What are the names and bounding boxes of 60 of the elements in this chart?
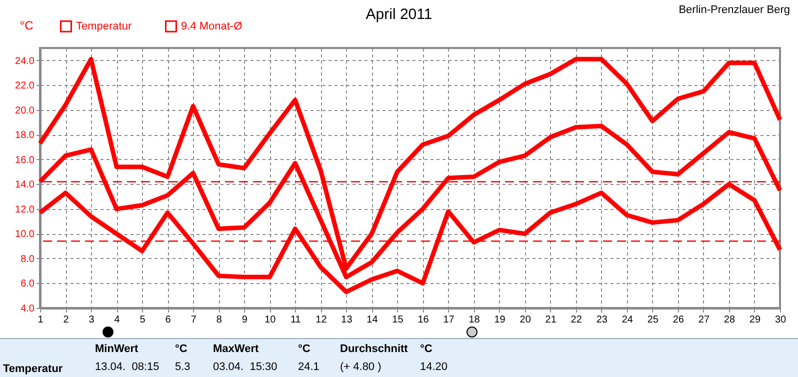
y-tick-label: 22.0 (15, 80, 35, 92)
x-tick-label: 17 (443, 314, 455, 326)
x-tick-label: 23 (596, 314, 608, 326)
x-tick-label: 6 (165, 314, 172, 326)
text: 14.20 (419, 360, 449, 374)
chart-title: April 2011 (366, 6, 432, 23)
x-tick-label: 16 (418, 314, 430, 326)
chart-subtitle: Berlin-Prenzlauer Berg (678, 4, 790, 16)
x-tick-label: 2 (63, 314, 70, 326)
x-tick-label: 9 (242, 314, 248, 326)
y-tick-label: 14.0 (15, 180, 35, 191)
text: 24.1 (297, 360, 320, 374)
y-tick-label: 16.0 (15, 154, 35, 166)
y-tick-label: 10.0 (15, 229, 35, 240)
text: °C (419, 342, 434, 357)
x-tick-label: 20 (520, 314, 532, 326)
x-tick-label: 11 (290, 314, 302, 326)
x-tick-label: 21 (545, 314, 557, 326)
x-tick-label: 18 (468, 314, 480, 326)
text: MaxWert (212, 342, 260, 357)
x-tick-label: 15 (392, 314, 404, 326)
legend-label: 9.4 Monat-Ø (181, 20, 243, 32)
text: Temperatur (2, 362, 64, 376)
x-tick-label: 26 (672, 314, 684, 326)
x-tick-label: 25 (647, 314, 659, 326)
y-tick-label: 12.0 (15, 204, 35, 216)
y-tick-label: 24.0 (15, 56, 35, 67)
x-tick-label: 19 (494, 314, 506, 326)
x-tick-label: 24 (622, 314, 634, 326)
y-tick-label: 18.0 (15, 130, 35, 142)
x-tick-label: 28 (724, 314, 736, 326)
text: MinWert (94, 342, 140, 357)
y-tick-label: 8.0 (20, 254, 35, 265)
y-tick-label: 20.0 (15, 105, 35, 116)
text: °C (174, 342, 188, 357)
x-tick-label: 8 (216, 314, 222, 326)
x-tick-label: 30 (774, 314, 786, 326)
x-tick-label: 4 (114, 314, 120, 326)
x-tick-label: 7 (190, 314, 197, 326)
x-tick-label: 14 (366, 314, 378, 326)
y-tick-label: 4.0 (20, 304, 35, 314)
text: 03.04. 15:30 (212, 360, 278, 374)
x-tick-label: 3 (88, 314, 95, 326)
x-tick-label: 27 (698, 314, 710, 326)
x-tick-label: 1 (38, 314, 44, 326)
x-tick-label: 5 (140, 314, 146, 326)
x-tick-label: 12 (316, 314, 328, 326)
text: 5.3 (174, 360, 192, 374)
line-series (38, 182, 782, 294)
text: °C (297, 342, 312, 357)
x-tick-label: 13 (341, 314, 353, 326)
x-tick-label: 22 (570, 314, 582, 326)
x-tick-label: 29 (749, 314, 761, 326)
y-axis-title: °C (20, 18, 34, 32)
x-tick-label: 10 (264, 314, 276, 326)
y-tick-label: 6.0 (20, 278, 35, 290)
text: (+ 4.80 ) (339, 360, 382, 374)
text: 13.04. 08:15 (94, 360, 160, 374)
text: Durchschnitt (339, 342, 409, 357)
legend-label: Temperatur (76, 20, 132, 32)
